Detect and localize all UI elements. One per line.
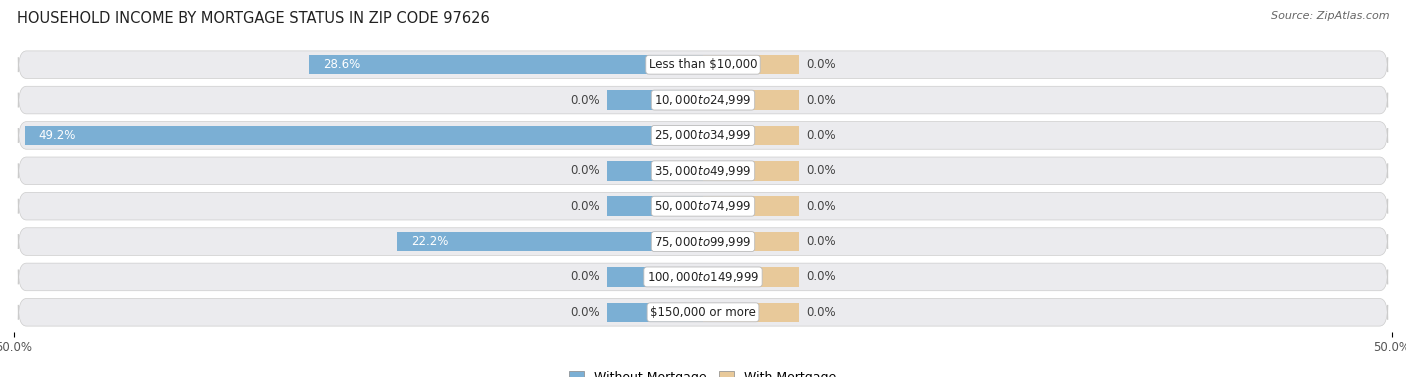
Text: 0.0%: 0.0% [807, 270, 837, 284]
Bar [703, 267, 800, 287]
Text: 0.0%: 0.0% [807, 129, 837, 142]
Text: 28.6%: 28.6% [323, 58, 360, 71]
Text: 0.0%: 0.0% [569, 200, 599, 213]
Text: HOUSEHOLD INCOME BY MORTGAGE STATUS IN ZIP CODE 97626: HOUSEHOLD INCOME BY MORTGAGE STATUS IN Z… [17, 11, 489, 26]
Bar [606, 196, 703, 216]
FancyBboxPatch shape [18, 192, 1388, 220]
Text: 0.0%: 0.0% [569, 270, 599, 284]
Bar [309, 55, 703, 74]
Text: 0.0%: 0.0% [807, 58, 837, 71]
Text: $50,000 to $74,999: $50,000 to $74,999 [654, 199, 752, 213]
Bar [703, 90, 800, 110]
Text: $150,000 or more: $150,000 or more [650, 306, 756, 319]
FancyBboxPatch shape [18, 51, 1388, 78]
Text: $75,000 to $99,999: $75,000 to $99,999 [654, 234, 752, 248]
Text: 0.0%: 0.0% [569, 164, 599, 177]
FancyBboxPatch shape [18, 263, 1388, 291]
Legend: Without Mortgage, With Mortgage: Without Mortgage, With Mortgage [564, 366, 842, 377]
Text: 0.0%: 0.0% [569, 93, 599, 107]
Text: 49.2%: 49.2% [39, 129, 76, 142]
Text: 22.2%: 22.2% [411, 235, 449, 248]
FancyBboxPatch shape [18, 157, 1388, 185]
Bar [606, 267, 703, 287]
FancyBboxPatch shape [18, 122, 1388, 149]
Bar [396, 232, 703, 251]
Bar [703, 55, 800, 74]
Text: 0.0%: 0.0% [807, 164, 837, 177]
Text: 0.0%: 0.0% [807, 200, 837, 213]
FancyBboxPatch shape [18, 86, 1388, 114]
Text: $35,000 to $49,999: $35,000 to $49,999 [654, 164, 752, 178]
FancyBboxPatch shape [18, 228, 1388, 255]
Bar [606, 90, 703, 110]
Text: 0.0%: 0.0% [569, 306, 599, 319]
FancyBboxPatch shape [18, 299, 1388, 326]
Text: $100,000 to $149,999: $100,000 to $149,999 [647, 270, 759, 284]
Text: 0.0%: 0.0% [807, 93, 837, 107]
Bar [703, 196, 800, 216]
Bar [703, 232, 800, 251]
Bar [606, 161, 703, 181]
Bar [703, 161, 800, 181]
Text: 0.0%: 0.0% [807, 235, 837, 248]
Bar [703, 303, 800, 322]
Bar [606, 303, 703, 322]
Text: Less than $10,000: Less than $10,000 [648, 58, 758, 71]
Text: $25,000 to $34,999: $25,000 to $34,999 [654, 129, 752, 143]
Text: 0.0%: 0.0% [807, 306, 837, 319]
Text: $10,000 to $24,999: $10,000 to $24,999 [654, 93, 752, 107]
Bar [703, 126, 800, 145]
Text: Source: ZipAtlas.com: Source: ZipAtlas.com [1271, 11, 1389, 21]
Bar [25, 126, 703, 145]
